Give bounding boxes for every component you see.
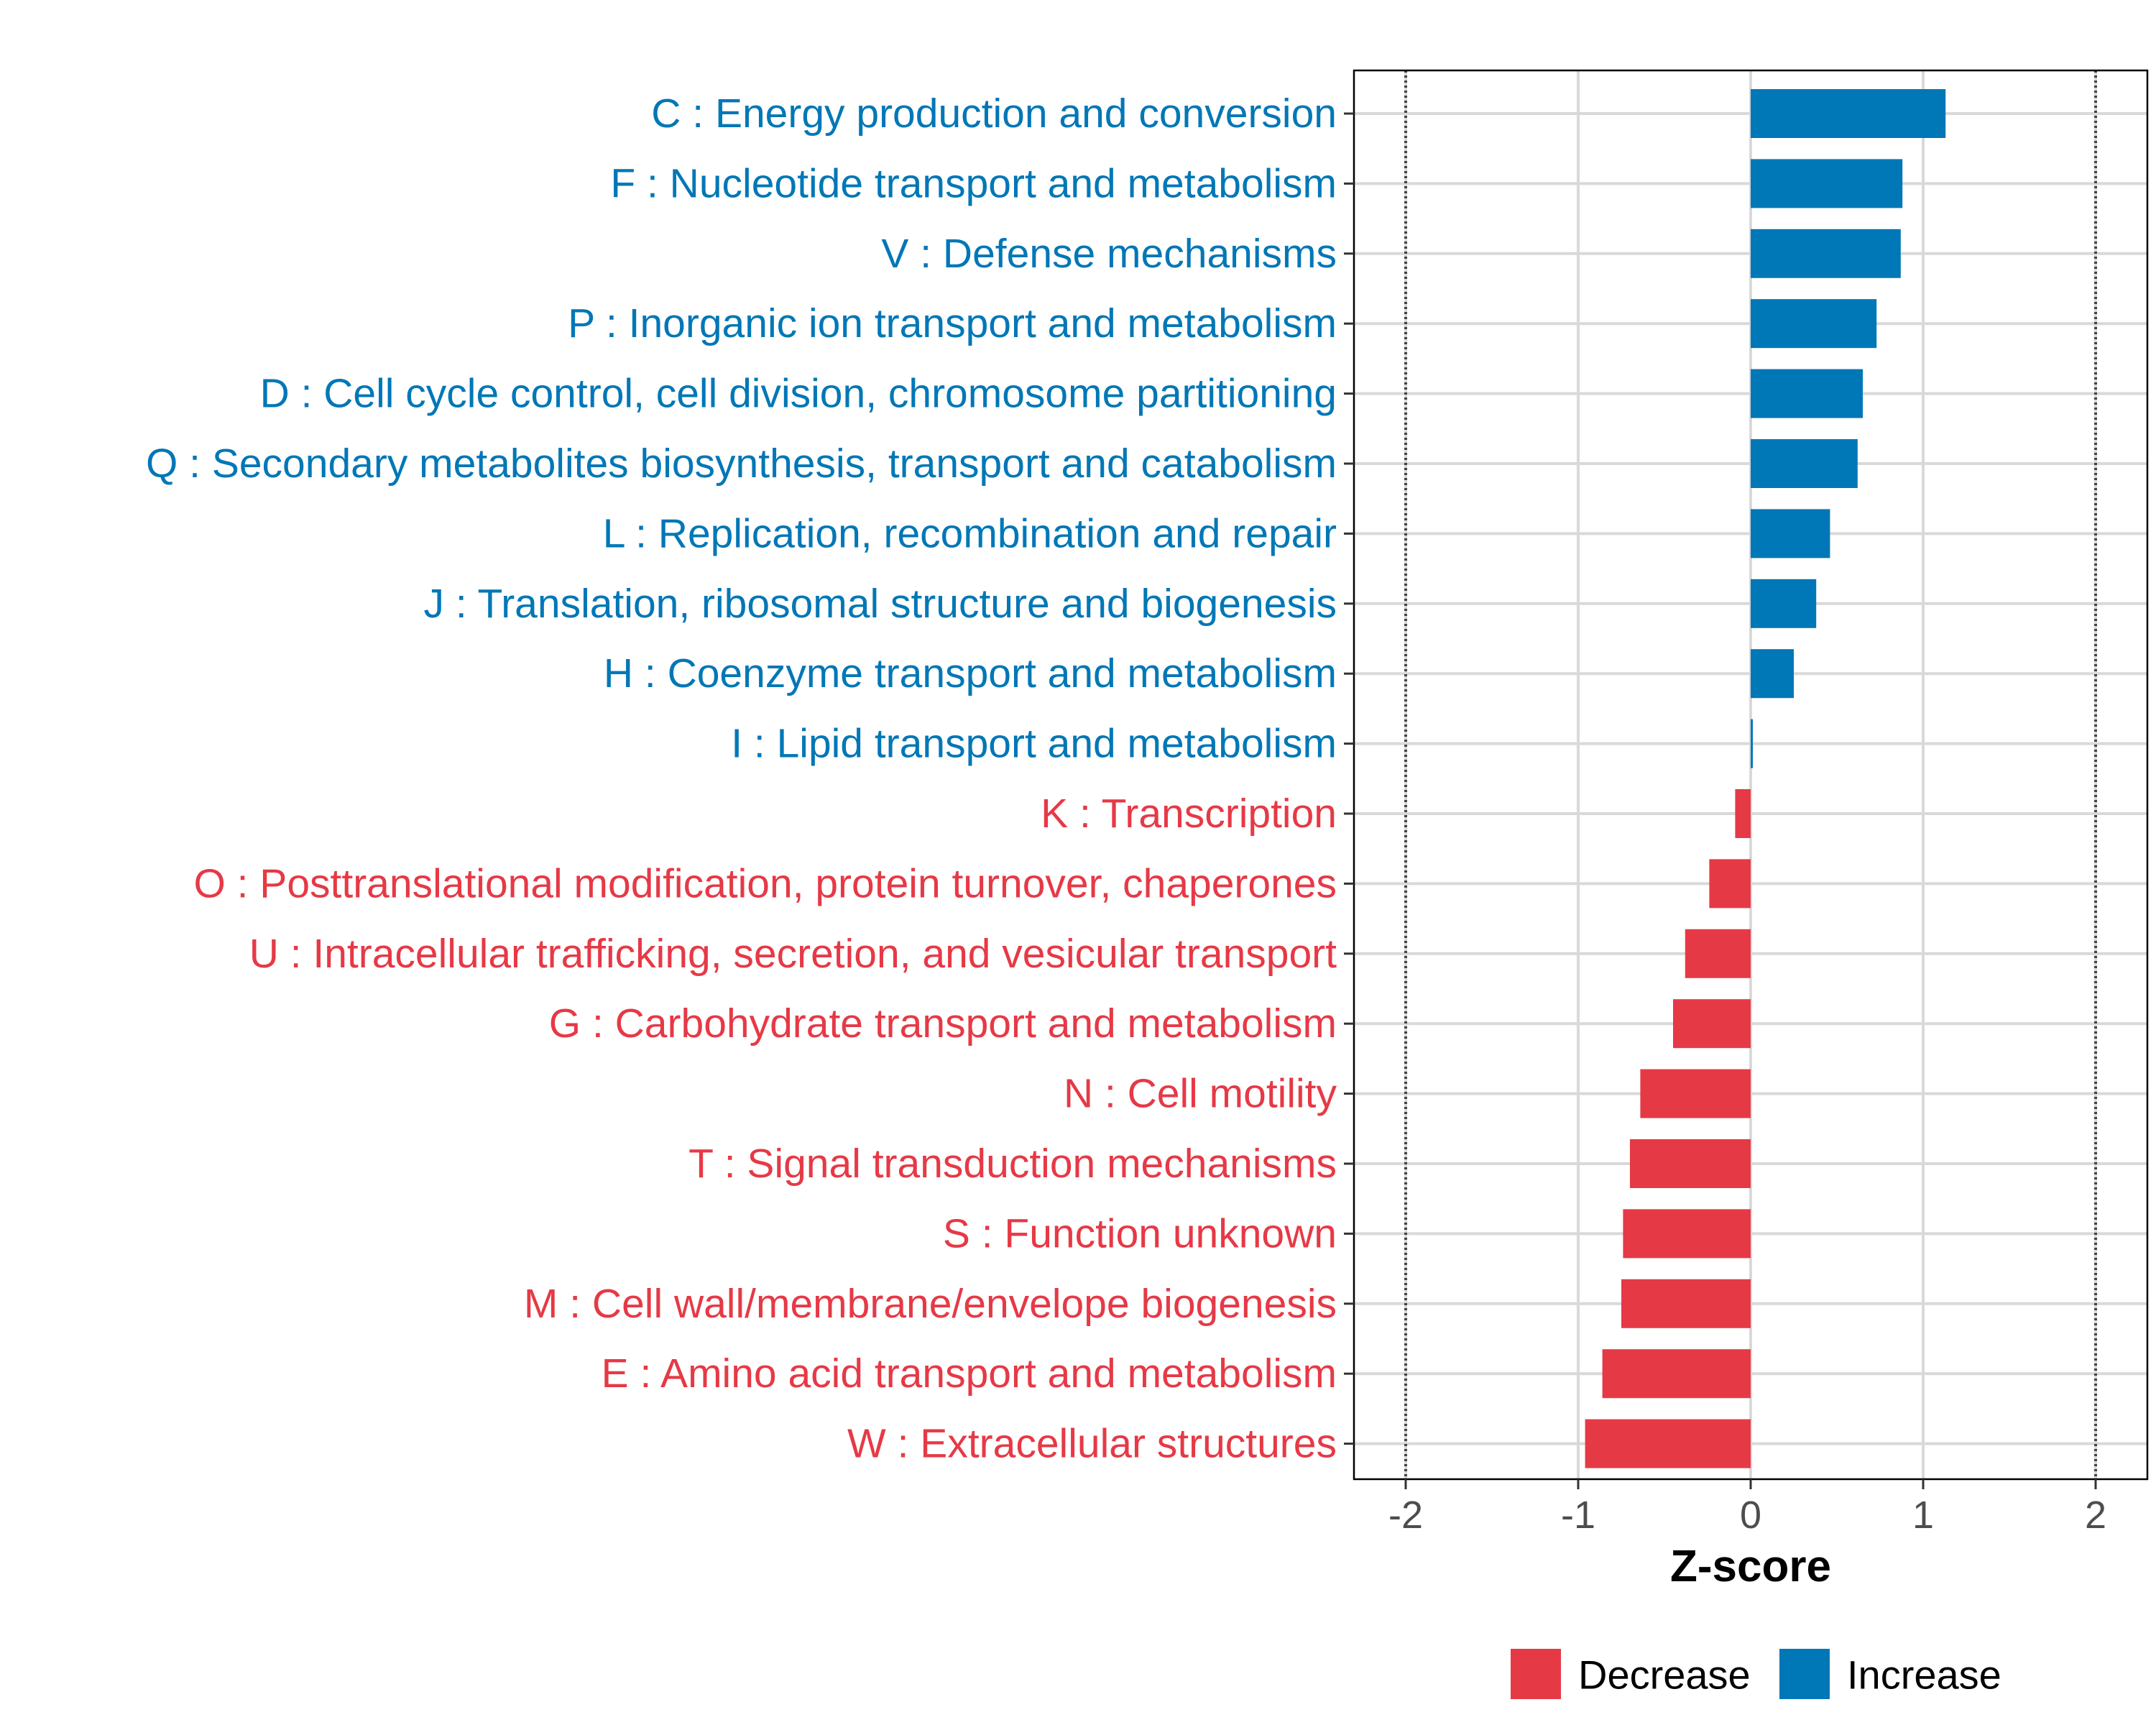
category-label: D : Cell cycle control, cell division, c… (260, 371, 1337, 417)
x-axis-ticks: -2 -1 0 1 2 (1388, 1479, 2106, 1537)
category-label: E : Amino acid transport and metabolism (602, 1351, 1337, 1397)
category-label: P : Inorganic ion transport and metaboli… (568, 300, 1337, 346)
category-label: V : Defense mechanisms (881, 231, 1337, 277)
x-tick-label: -2 (1388, 1494, 1423, 1537)
x-tick-label: -1 (1561, 1494, 1595, 1537)
bar (1751, 299, 1877, 349)
category-label: U : Intracellular trafficking, secretion… (249, 931, 1337, 977)
category-label: C : Energy production and conversion (651, 91, 1337, 137)
bar (1751, 439, 1858, 488)
category-label: T : Signal transduction mechanisms (688, 1141, 1337, 1187)
x-axis-title: Z-score (1670, 1542, 1831, 1591)
bar (1751, 369, 1863, 418)
legend-key (1511, 1649, 1561, 1699)
y-axis-labels: C : Energy production and conversion F : … (146, 91, 1337, 1467)
bar (1630, 1139, 1751, 1188)
category-label: I : Lipid transport and metabolism (731, 721, 1337, 767)
category-label: O : Posttranslational modification, prot… (193, 860, 1337, 906)
y-axis-ticks (1344, 112, 1354, 1445)
bar (1709, 859, 1751, 908)
bar (1621, 1279, 1751, 1328)
bar (1623, 1209, 1751, 1259)
category-label: N : Cell motility (1064, 1071, 1337, 1117)
legend-label: Increase (1847, 1652, 2001, 1698)
bar (1751, 229, 1901, 278)
bars (1585, 89, 1946, 1468)
bar (1751, 579, 1817, 628)
bar (1735, 789, 1751, 838)
category-label: Q : Secondary metabolites biosynthesis, … (146, 441, 1337, 487)
bar (1673, 999, 1751, 1049)
bar (1751, 509, 1830, 558)
category-label: K : Transcription (1041, 791, 1337, 837)
category-label: S : Function unknown (943, 1210, 1337, 1256)
bar (1685, 929, 1751, 978)
category-label: F : Nucleotide transport and metabolism (610, 160, 1337, 206)
category-label: J : Translation, ribosomal structure and… (424, 581, 1337, 627)
category-label: H : Coenzyme transport and metabolism (604, 650, 1337, 696)
reference-lines (1404, 70, 2097, 1479)
bar (1751, 89, 1946, 138)
x-tick-label: 1 (1912, 1494, 1934, 1537)
legend-label: Decrease (1578, 1652, 1751, 1698)
x-tick-label: 2 (2085, 1494, 2106, 1537)
bar (1751, 719, 1753, 768)
bar (1585, 1419, 1751, 1468)
bar (1640, 1069, 1751, 1118)
bar (1751, 649, 1794, 699)
category-label: M : Cell wall/membrane/envelope biogenes… (524, 1281, 1337, 1327)
category-label: G : Carbohydrate transport and metabolis… (549, 1000, 1337, 1046)
bar (1751, 159, 1903, 208)
bar (1602, 1349, 1751, 1399)
category-label: L : Replication, recombination and repai… (603, 510, 1337, 556)
x-tick-label: 0 (1740, 1494, 1761, 1537)
legend: Decrease Increase (1511, 1649, 2001, 1699)
category-label: W : Extracellular structures (847, 1421, 1337, 1467)
legend-key (1779, 1649, 1830, 1699)
